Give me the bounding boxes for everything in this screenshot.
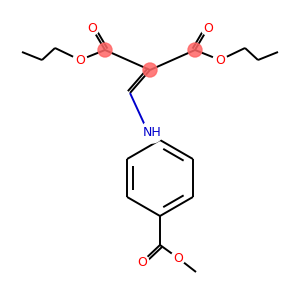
Text: O: O (173, 251, 183, 265)
Circle shape (143, 63, 157, 77)
Circle shape (201, 21, 215, 35)
Text: O: O (87, 22, 97, 34)
Circle shape (98, 43, 112, 57)
Circle shape (171, 251, 185, 265)
Circle shape (73, 53, 87, 67)
Circle shape (188, 43, 202, 57)
Circle shape (135, 255, 149, 269)
Circle shape (85, 21, 99, 35)
Text: O: O (75, 53, 85, 67)
Text: O: O (137, 256, 147, 268)
Circle shape (141, 121, 163, 143)
Text: O: O (203, 22, 213, 34)
Text: NH: NH (142, 125, 161, 139)
Text: O: O (215, 53, 225, 67)
Circle shape (213, 53, 227, 67)
